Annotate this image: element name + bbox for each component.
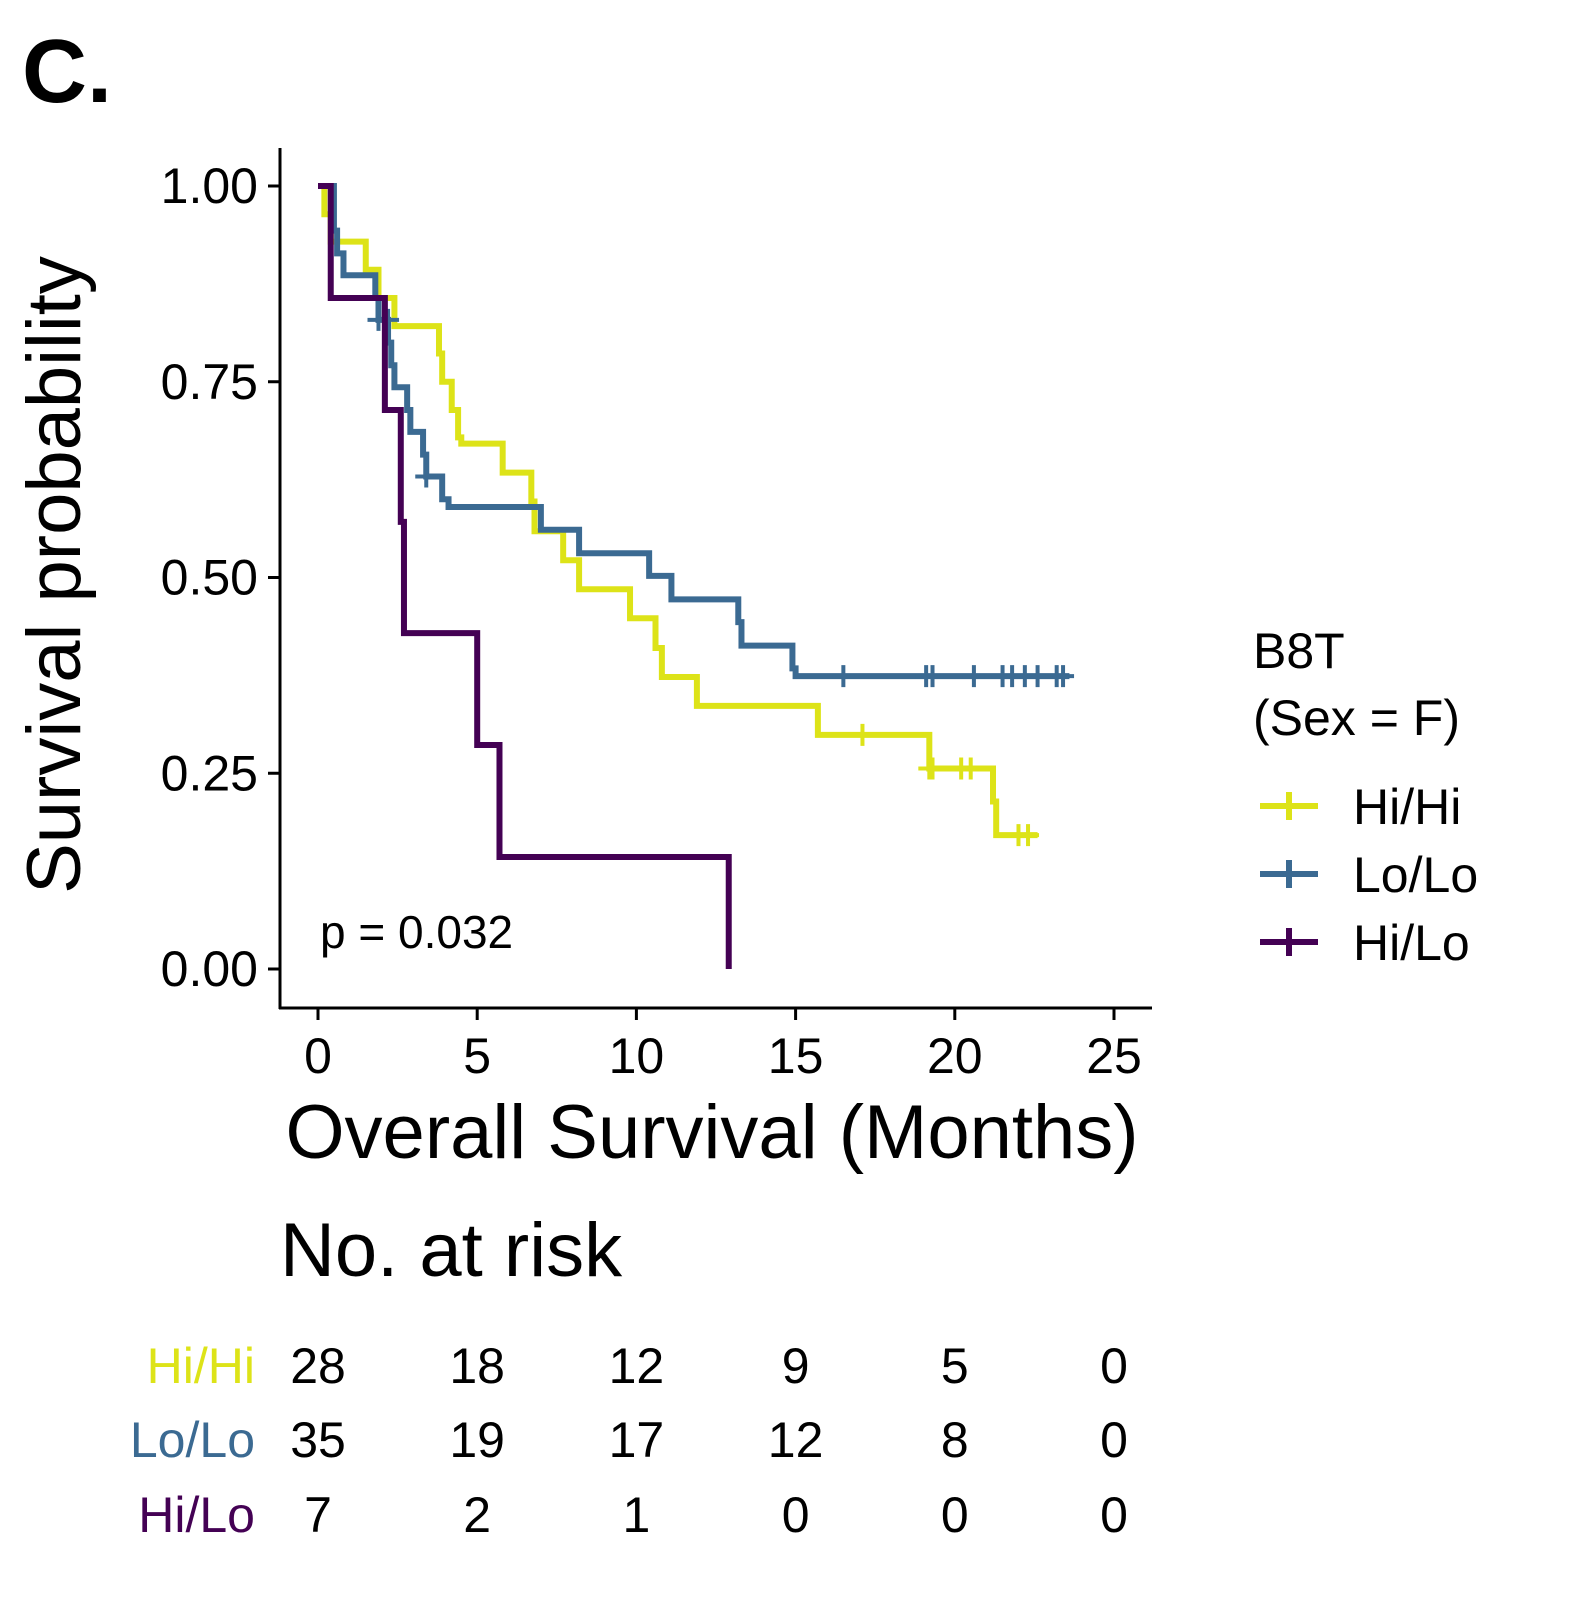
censor-mark-lo-lo (1052, 665, 1075, 688)
risk-value: 0 (941, 1487, 969, 1543)
legend-key-hi-lo (1260, 928, 1318, 956)
x-tick-label: 0 (304, 1028, 332, 1084)
censor-mark-lo-lo (1026, 665, 1049, 688)
risk-row-label-lo-lo: Lo/Lo (130, 1412, 255, 1468)
legend-key-hi-hi (1260, 792, 1318, 820)
censor-mark-lo-lo (415, 465, 438, 488)
risk-table: Hi/Hi 28 18 12 9 5 0 Lo/Lo 35 19 17 12 8 0 Hi/Lo 7 2 1 0 0 0 (130, 1338, 1128, 1543)
curve-hi-hi (318, 183, 1038, 839)
plot-axes: 0.00 0.25 0.50 0.75 1.00 0 5 10 15 20 25 (161, 148, 1152, 1084)
x-tick-label: 15 (768, 1028, 824, 1084)
risk-value: 0 (782, 1487, 810, 1543)
risk-value: 5 (941, 1338, 969, 1394)
risk-table-title: No. at risk (280, 1208, 623, 1293)
legend-label-lo-lo: Lo/Lo (1353, 847, 1478, 903)
censor-mark-lo-lo (832, 665, 855, 688)
legend-title-line1: B8T (1253, 623, 1345, 679)
risk-value: 9 (782, 1338, 810, 1394)
x-tick-label: 5 (463, 1028, 491, 1084)
risk-value: 0 (1100, 1412, 1128, 1468)
y-tick-label: 1.00 (161, 158, 258, 214)
risk-value: 12 (609, 1338, 665, 1394)
legend-key-lo-lo (1260, 860, 1318, 888)
legend-label-hi-lo: Hi/Lo (1353, 915, 1470, 971)
risk-value: 2 (463, 1487, 491, 1543)
y-tick-label: 0.75 (161, 354, 258, 410)
curve-hi-lo (318, 183, 732, 969)
legend-title-line2: (Sex = F) (1253, 690, 1460, 746)
p-value-annotation: p = 0.032 (320, 906, 513, 958)
censor-mark-hi-hi (921, 757, 944, 780)
risk-value: 7 (304, 1487, 332, 1543)
censor-mark-hi-hi (1017, 824, 1040, 847)
risk-row-label-hi-hi: Hi/Hi (147, 1338, 255, 1394)
y-tick-label: 0.00 (161, 941, 258, 997)
risk-value: 19 (449, 1412, 505, 1468)
risk-value: 28 (290, 1338, 346, 1394)
legend-keys: Hi/Hi Lo/Lo Hi/Lo (1260, 779, 1478, 971)
risk-value: 1 (622, 1487, 650, 1543)
risk-value: 8 (941, 1412, 969, 1468)
x-axis-label: Overall Survival (Months) (285, 1090, 1138, 1175)
risk-value: 18 (449, 1338, 505, 1394)
censor-mark-lo-lo (962, 665, 985, 688)
curve-lo-lo (318, 183, 1070, 680)
legend-label-hi-hi: Hi/Hi (1353, 779, 1461, 835)
risk-value: 0 (1100, 1338, 1128, 1394)
risk-value: 12 (768, 1412, 824, 1468)
risk-value: 35 (290, 1412, 346, 1468)
y-axis-label: Survival probability (12, 256, 97, 894)
censor-mark-hi-hi (959, 757, 982, 780)
panel-label: C. (22, 22, 112, 122)
x-tick-label: 10 (609, 1028, 665, 1084)
x-tick-label: 20 (927, 1028, 983, 1084)
y-tick-label: 0.25 (161, 745, 258, 801)
legend: B8T (Sex = F) Hi/Hi Lo/Lo Hi/Lo (1253, 623, 1478, 971)
censor-mark-lo-lo (377, 308, 400, 331)
censor-mark-lo-lo (921, 665, 944, 688)
risk-value: 17 (609, 1412, 665, 1468)
y-tick-label: 0.50 (161, 550, 258, 606)
risk-value: 0 (1100, 1487, 1128, 1543)
x-tick-label: 25 (1086, 1028, 1142, 1084)
risk-row-label-hi-lo: Hi/Lo (138, 1487, 255, 1543)
survival-curves (318, 183, 1075, 969)
censor-mark-hi-hi (851, 723, 874, 746)
